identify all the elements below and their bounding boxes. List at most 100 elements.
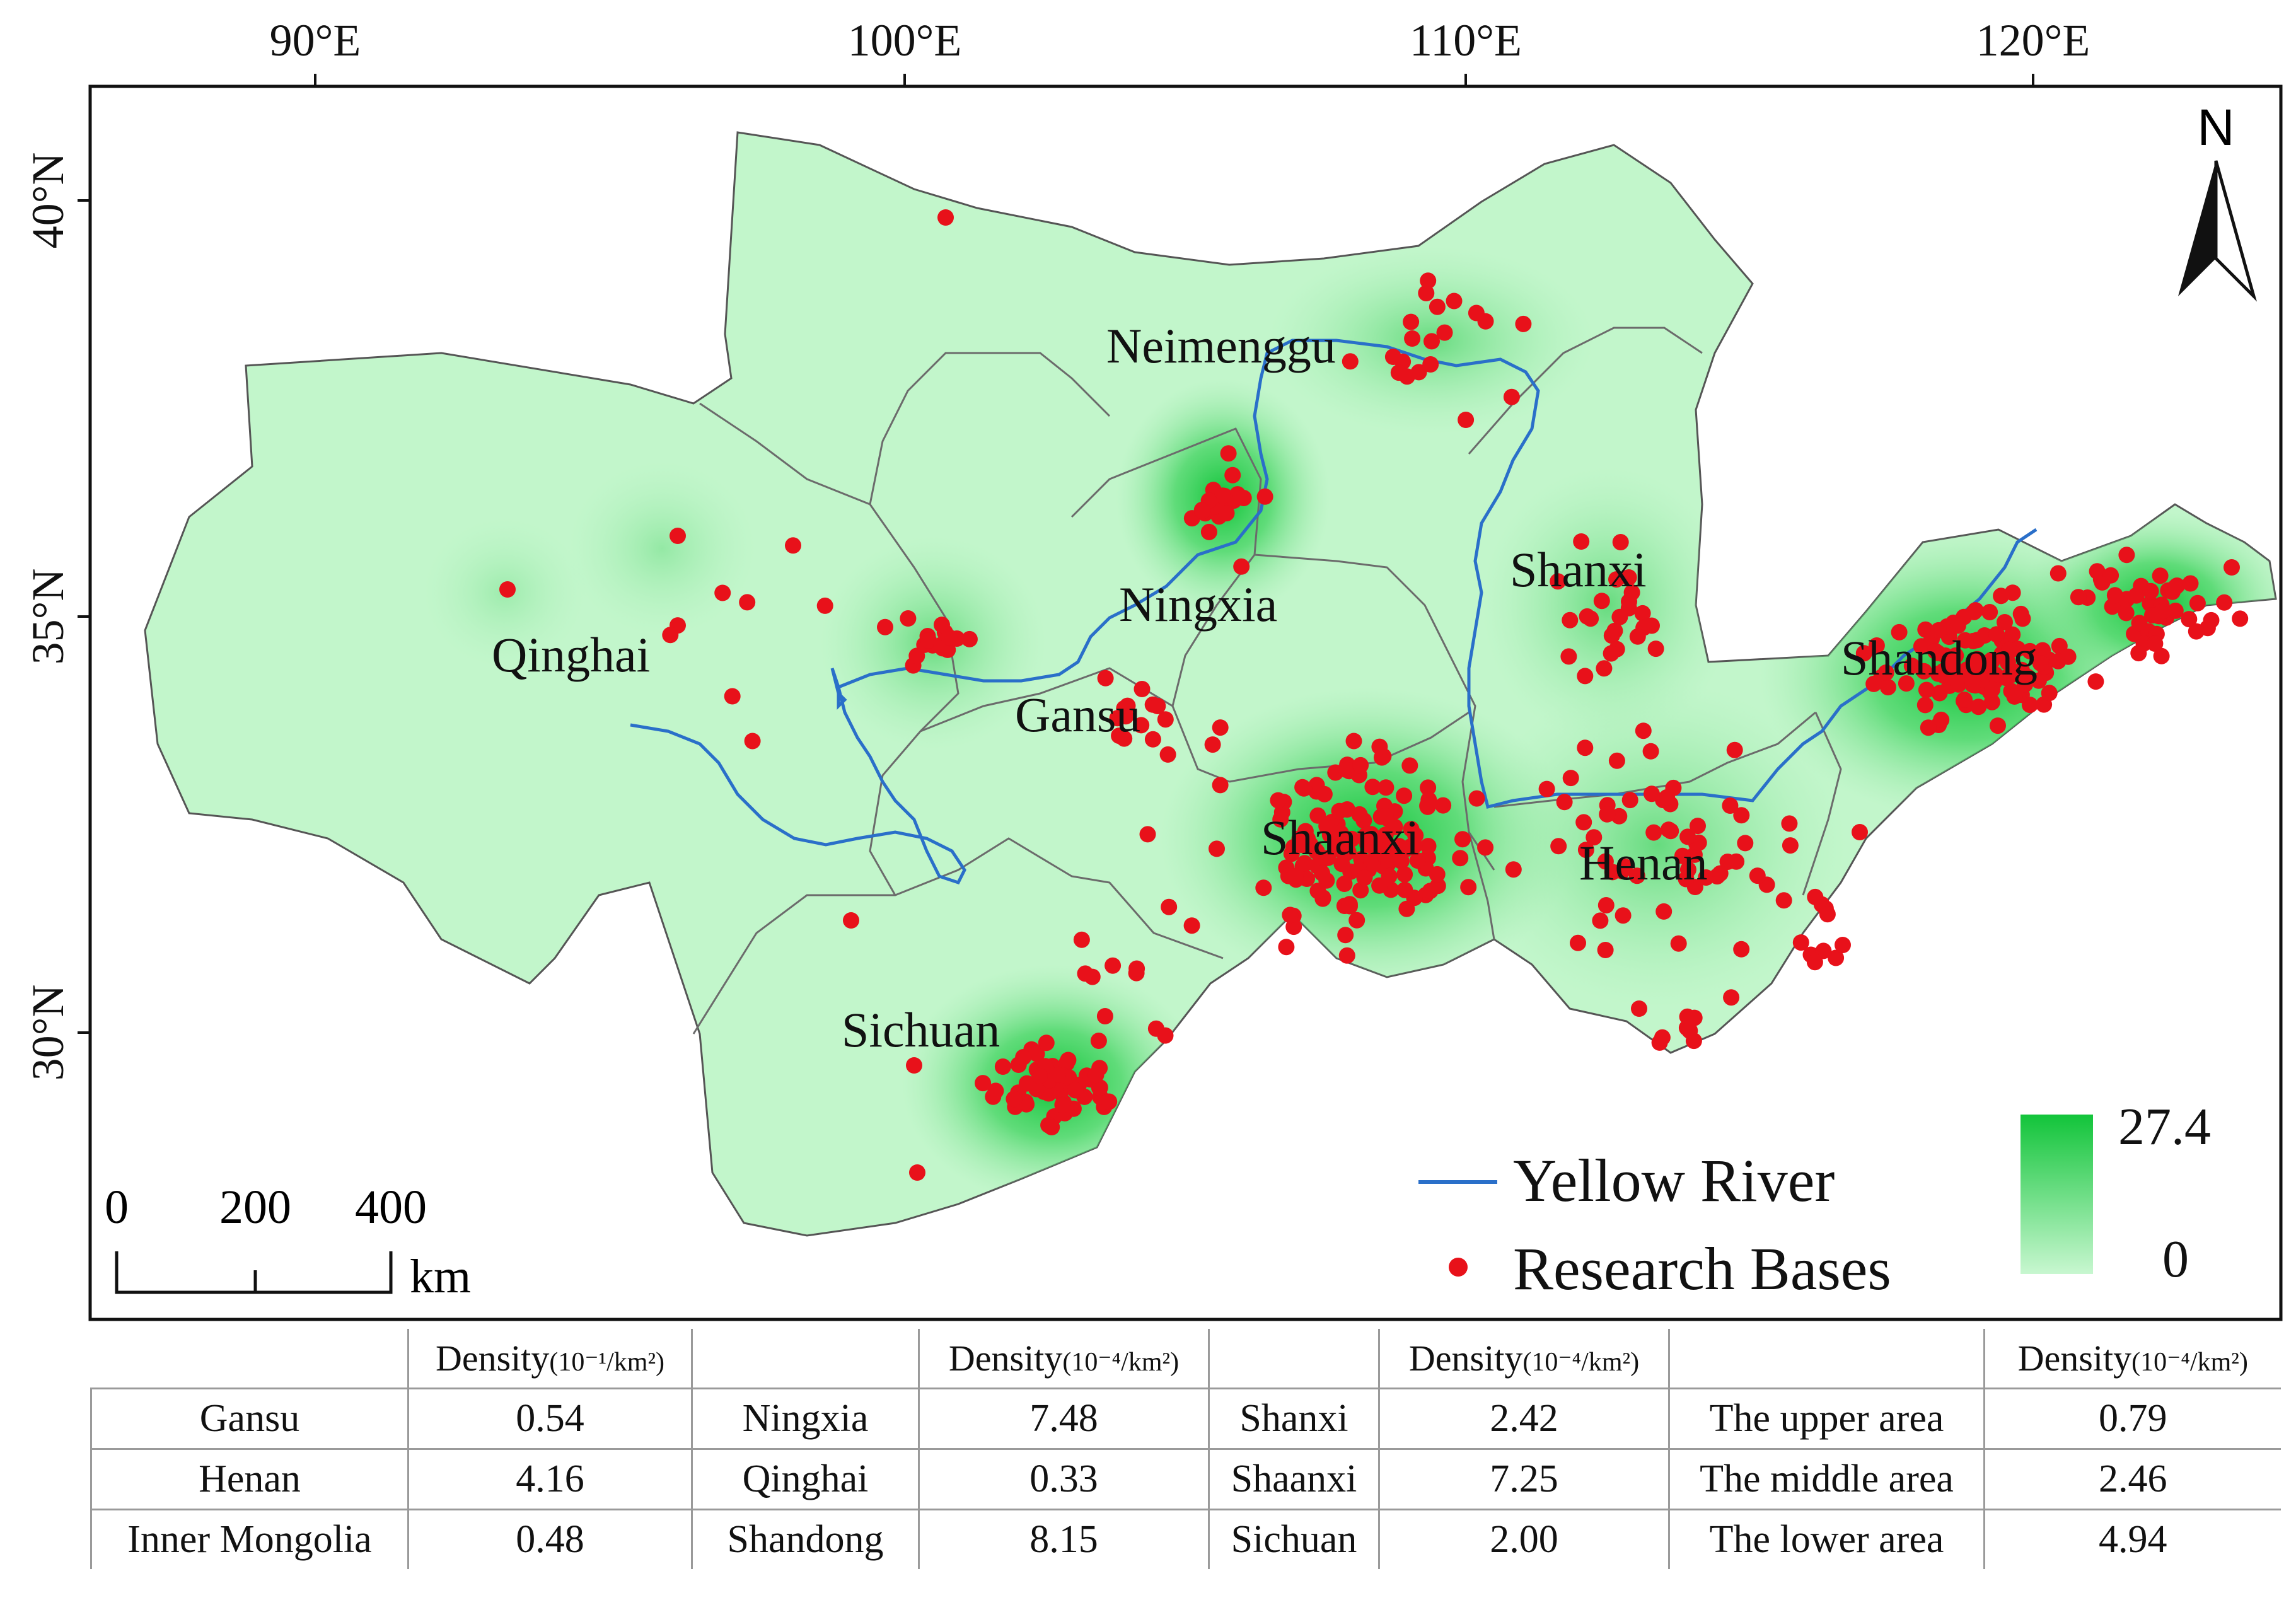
table-cell-value: 2.00 <box>1378 1509 1670 1569</box>
table-cell-name: Inner Mongolia <box>90 1509 409 1569</box>
table-cell-value: 2.46 <box>1983 1448 2281 1510</box>
research-base-point <box>1621 792 1638 809</box>
research-base-point <box>1278 939 1295 956</box>
research-base-point <box>975 1075 992 1092</box>
legend-density-ramp <box>2021 1115 2093 1274</box>
research-base-point <box>1096 1008 1113 1024</box>
research-base-point <box>1139 826 1156 843</box>
table-cell-name: Shandong <box>691 1509 920 1569</box>
table-cell-name: Gansu <box>90 1388 409 1450</box>
research-base-point <box>744 733 761 750</box>
research-base-point <box>2181 611 2198 628</box>
research-base-point <box>1947 647 1964 664</box>
research-bases-layer <box>499 209 2249 1181</box>
research-base-point <box>1330 838 1347 855</box>
table-cell-value: 0.33 <box>918 1448 1210 1510</box>
table-header-blank <box>1208 1329 1380 1389</box>
research-base-point <box>1031 1067 1048 1084</box>
research-base-point <box>1879 679 1896 696</box>
research-base-point <box>1503 388 1520 405</box>
research-base-point <box>1398 840 1415 857</box>
table-cell-name: Sichuan <box>1208 1509 1380 1569</box>
research-base-point <box>1970 698 1987 716</box>
research-base-point <box>1835 937 1851 953</box>
table-cell-value: 4.94 <box>1983 1509 2281 1569</box>
research-base-point <box>1621 593 1637 610</box>
research-base-point <box>2224 559 2240 576</box>
table-header-row: Density(10⁻¹/km²) Density(10⁻⁴/km²) Dens… <box>91 1329 2281 1389</box>
legend-river-label: Yellow River <box>1513 1147 1835 1214</box>
research-base-point <box>1915 663 1932 680</box>
research-base-point <box>2032 655 2049 672</box>
research-base-point <box>1134 681 1151 697</box>
research-base-point <box>2232 610 2249 627</box>
research-base-point <box>1933 711 1950 728</box>
region-label-qinghai: Qinghai <box>492 627 650 682</box>
research-base-point <box>1577 668 1594 685</box>
table-cell-name: Ningxia <box>691 1388 920 1450</box>
research-base-point <box>1983 651 2000 668</box>
research-base-point <box>1562 770 1579 787</box>
table-cell-name: Qinghai <box>691 1448 920 1510</box>
table-header-blank <box>91 1329 409 1389</box>
research-base-point <box>1214 487 1231 504</box>
research-base-point <box>1655 903 1673 920</box>
research-base-point <box>1458 412 1475 428</box>
research-base-point <box>1422 356 1439 373</box>
research-base-point <box>1620 569 1637 586</box>
research-base-point <box>1015 1049 1032 1065</box>
research-base-point <box>2189 594 2206 611</box>
research-base-point <box>1988 626 2005 643</box>
research-base-point <box>1634 605 1651 622</box>
research-base-point <box>1993 588 2010 605</box>
table-header-density: Density(10⁻⁴/km²) <box>918 1329 1210 1389</box>
research-base-point <box>2060 648 2077 665</box>
density-map: 90°E 100°E 110°E 120°E 40°N 35°N 30°N <box>23 15 2283 1321</box>
research-base-point <box>1371 738 1388 755</box>
research-base-point <box>1468 790 1485 807</box>
research-base-point <box>1067 1082 1084 1099</box>
research-base-point <box>1133 717 1150 734</box>
research-base-point <box>1436 324 1453 341</box>
research-base-point <box>1043 1119 1060 1135</box>
research-base-point <box>1612 534 1629 550</box>
research-base-point <box>1597 853 1614 870</box>
research-base-point <box>900 610 917 627</box>
research-base-point <box>1351 806 1368 823</box>
research-base-point <box>1435 797 1452 814</box>
research-base-point <box>1409 852 1426 869</box>
research-base-point <box>1681 1023 1698 1040</box>
research-base-point <box>1200 523 1217 540</box>
research-base-point <box>985 1088 1002 1105</box>
research-base-point <box>2216 594 2233 611</box>
research-base-point <box>1918 681 1935 698</box>
research-base-point <box>1966 603 1983 620</box>
research-base-point <box>2188 623 2205 640</box>
research-base-point <box>1159 746 1176 763</box>
research-base-point <box>1006 1091 1023 1108</box>
research-base-point <box>1060 1052 1077 1069</box>
research-base-point <box>1194 502 1211 519</box>
research-base-point <box>1629 628 1646 645</box>
research-base-point <box>1596 660 1613 677</box>
table-row: Gansu 0.54 Ningxia 7.48 Shanxi 2.42 The … <box>90 1388 2281 1450</box>
research-base-point <box>906 1057 922 1074</box>
research-base-point <box>1297 823 1314 840</box>
research-base-point <box>1318 818 1335 835</box>
research-base-point <box>1084 968 1101 985</box>
research-base-point <box>1149 698 1166 714</box>
research-base-point <box>1597 897 1615 913</box>
research-base-point <box>1592 912 1609 929</box>
research-base-point <box>1342 353 1359 370</box>
legend-bases-swatch <box>1449 1258 1468 1277</box>
research-base-point <box>1429 878 1446 895</box>
research-base-point <box>2167 602 2184 619</box>
research-base-point <box>1183 917 1200 934</box>
research-base-point <box>1723 989 1740 1006</box>
research-base-point <box>1477 839 1494 856</box>
research-base-point <box>1381 867 1398 884</box>
research-base-point <box>2001 642 2018 659</box>
research-base-point <box>2004 626 2021 643</box>
research-base-point <box>1338 947 1355 964</box>
table-cell-value: 7.48 <box>918 1388 1210 1450</box>
